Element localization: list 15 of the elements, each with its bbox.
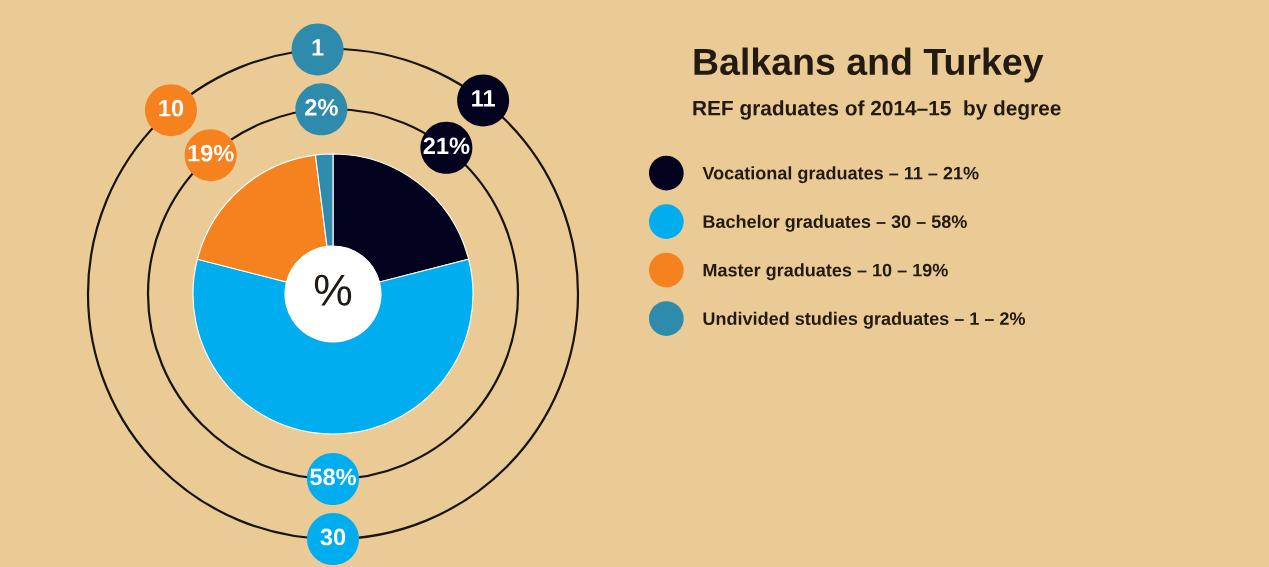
text: 30 xyxy=(320,528,346,546)
data-label: 19% xyxy=(188,144,234,162)
text: % xyxy=(314,274,352,306)
text: 10 xyxy=(159,99,184,117)
data-label: 58% xyxy=(310,468,357,486)
text: 1 xyxy=(312,39,324,56)
data-label: 21% xyxy=(423,137,470,155)
legend-label: Vocational graduates – 11 – 21% xyxy=(702,166,979,184)
chart-subtitle: REF graduates of 2014–15 by degree xyxy=(693,100,1061,120)
legend-label: Bachelor graduates – 30 – 58% xyxy=(703,214,967,232)
legend-label: Undivided studies graduates – 1 – 2% xyxy=(703,311,1026,329)
legend-label: Master graduates – 10 – 19% xyxy=(703,263,948,281)
data-label: 2% xyxy=(305,98,338,116)
text: 11 xyxy=(472,90,495,107)
chart-title: Balkans and Turkey xyxy=(694,47,1044,83)
